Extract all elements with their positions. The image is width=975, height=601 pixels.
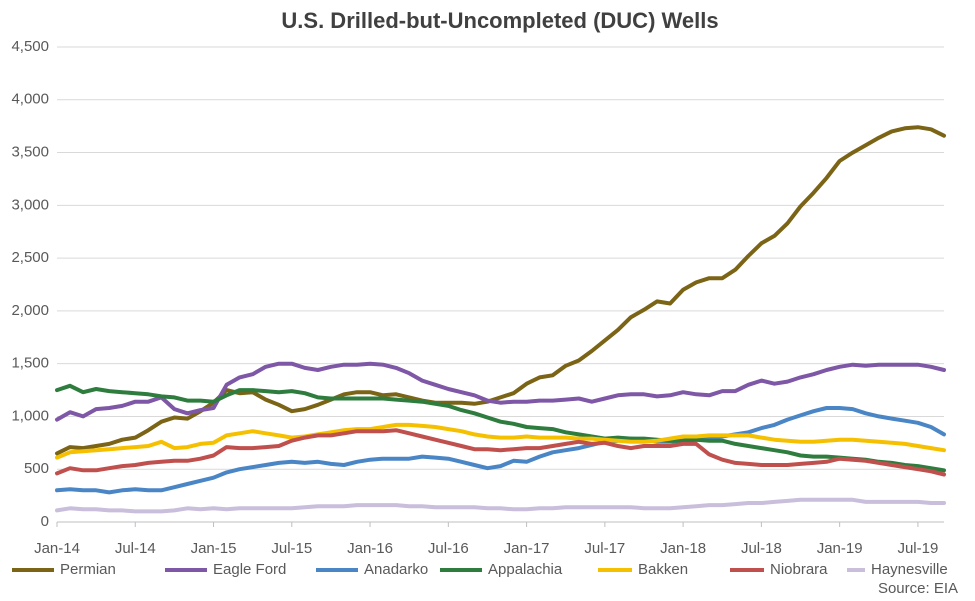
y-tick-label: 4,500 — [11, 38, 49, 55]
legend-label: Appalachia — [488, 561, 563, 578]
x-tick-label: Jul-16 — [428, 540, 469, 557]
x-tick-label: Jan-16 — [347, 540, 393, 557]
x-tick-label: Jan-18 — [660, 540, 706, 557]
series-line — [55, 428, 946, 477]
legend-label: Haynesville — [871, 561, 948, 578]
x-tick-label: Jan-17 — [504, 540, 550, 557]
series-line — [55, 422, 946, 460]
y-tick-label: 4,000 — [11, 91, 49, 108]
x-tick-label: Jan-19 — [817, 540, 863, 557]
y-tick-label: 1,500 — [11, 355, 49, 372]
x-tick-label: Jul-19 — [897, 540, 938, 557]
y-tick-label: 2,500 — [11, 249, 49, 266]
series-line — [55, 406, 946, 495]
x-tick-label: Jan-15 — [191, 540, 237, 557]
source-note: Source: EIA — [878, 580, 958, 597]
x-tick-label: Jul-17 — [584, 540, 625, 557]
x-tick-label: Jul-14 — [115, 540, 156, 557]
series-line — [55, 497, 946, 514]
y-tick-label: 1,000 — [11, 407, 49, 424]
y-tick-label: 2,000 — [11, 302, 49, 319]
chart-title: U.S. Drilled-but-Uncompleted (DUC) Wells — [281, 8, 718, 33]
series-line — [55, 361, 946, 422]
x-tick-label: Jul-18 — [741, 540, 782, 557]
y-tick-label: 500 — [24, 460, 49, 477]
x-tick-label: Jul-15 — [271, 540, 312, 557]
legend-label: Permian — [60, 561, 116, 578]
y-tick-label: 0 — [41, 513, 49, 530]
x-tick-label: Jan-14 — [34, 540, 80, 557]
legend-label: Eagle Ford — [213, 561, 286, 578]
y-tick-label: 3,500 — [11, 144, 49, 161]
y-tick-label: 3,000 — [11, 196, 49, 213]
legend-label: Anadarko — [364, 561, 428, 578]
legend-label: Niobrara — [770, 561, 828, 578]
series-line — [55, 383, 946, 473]
legend-label: Bakken — [638, 561, 688, 578]
